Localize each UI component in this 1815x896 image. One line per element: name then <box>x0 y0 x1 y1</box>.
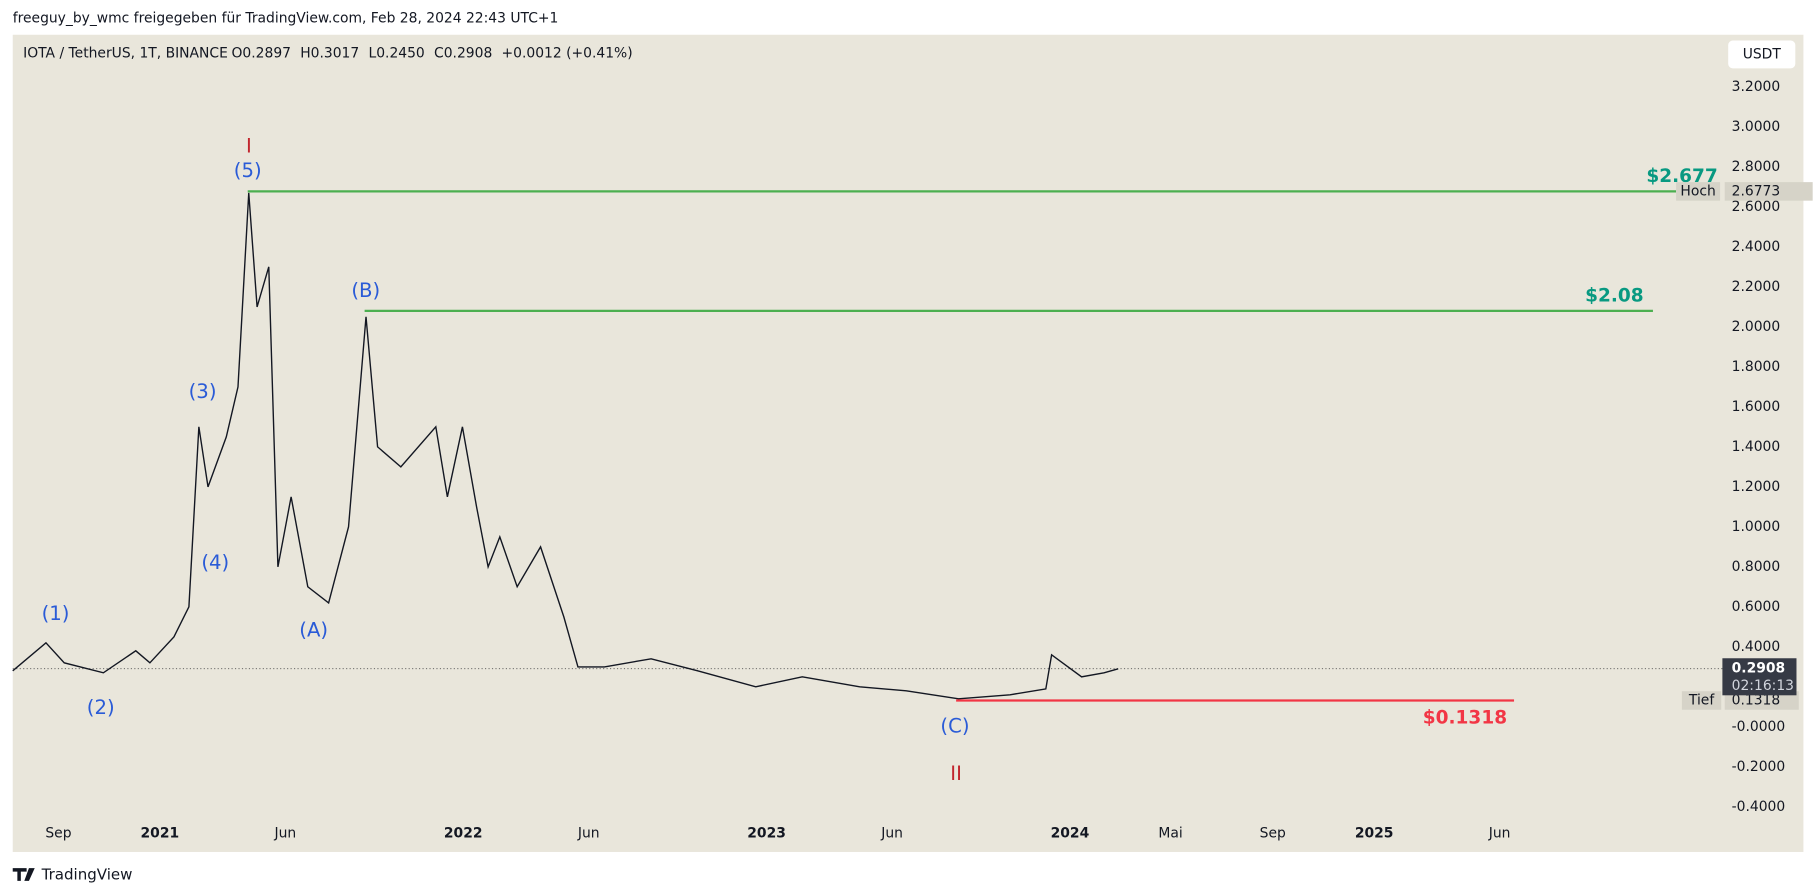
y-tick-label: 0.4000 <box>1732 639 1781 655</box>
x-tick-label: Jun <box>577 825 600 841</box>
ohlc-value: O0.2897 <box>232 45 291 61</box>
y-tick-label: 3.2000 <box>1732 79 1781 95</box>
low-name: Tief <box>1688 692 1715 708</box>
y-tick-label: 1.6000 <box>1732 399 1781 415</box>
y-tick-label: 1.2000 <box>1732 479 1781 495</box>
y-tick-label: 3.0000 <box>1732 119 1781 135</box>
plot-bg <box>12 34 1804 852</box>
currency: USDT <box>1743 46 1782 62</box>
level-label: $2.08 <box>1585 285 1644 306</box>
x-tick-label: Sep <box>1260 825 1286 841</box>
y-tick-label: 0.6000 <box>1732 599 1781 615</box>
last-price-badge <box>1722 658 1797 696</box>
level-label: $0.1318 <box>1423 707 1507 728</box>
x-tick-label: 2022 <box>444 825 483 841</box>
y-tick-label: -0.4000 <box>1732 799 1786 815</box>
y-tick-label: 1.8000 <box>1732 359 1781 375</box>
y-tick-label: 2.4000 <box>1732 239 1781 255</box>
x-tick-label: 2025 <box>1355 825 1394 841</box>
wave-label: (B) <box>351 279 380 302</box>
wave-label: (3) <box>189 380 217 403</box>
y-tick-label: 1.0000 <box>1732 519 1781 535</box>
y-tick-label: -0.2000 <box>1732 759 1786 775</box>
price-line <box>12 192 1119 700</box>
y-tick-label: -0.0000 <box>1732 719 1786 735</box>
wave-label: (1) <box>42 602 70 625</box>
x-tick-label: Mai <box>1158 825 1182 841</box>
symbol: IOTA / TetherUS, 1T, BINANCE <box>23 45 228 61</box>
footer: TradingView <box>41 866 133 884</box>
low-value: 0.1318 <box>1732 692 1781 708</box>
ohlc-value: L0.2450 <box>368 45 424 61</box>
ohlc-value: H0.3017 <box>300 45 359 61</box>
last-price-value: 0.2908 <box>1732 661 1786 677</box>
y-tick-label: 0.8000 <box>1732 559 1781 575</box>
currency-box[interactable] <box>1728 40 1796 69</box>
x-tick-label: Jun <box>274 825 297 841</box>
countdown: 02:16:13 <box>1732 678 1794 694</box>
high-name-badge <box>1676 182 1721 201</box>
wave-label: (C) <box>940 714 969 737</box>
x-tick-label: Jun <box>880 825 903 841</box>
x-tick-label: Jun <box>1488 825 1511 841</box>
ohlc-value: C0.2908 <box>434 45 492 61</box>
logo <box>12 868 35 881</box>
wave-label: (5) <box>234 159 262 182</box>
low-name-badge <box>1681 691 1722 710</box>
level-label: $2.677 <box>1646 166 1717 187</box>
x-tick-label: 2024 <box>1051 825 1090 841</box>
attribution: freeguy_by_wmc freigegeben für TradingVi… <box>13 11 559 27</box>
high-name: Hoch <box>1680 183 1715 199</box>
wave-label: (A) <box>299 618 328 641</box>
wave-label: II <box>950 762 962 785</box>
wave-label: I <box>246 135 252 158</box>
high-badge <box>1724 182 1813 201</box>
y-tick-label: 2.0000 <box>1732 319 1781 335</box>
high-value: 2.6773 <box>1732 183 1781 199</box>
y-tick-label: 2.8000 <box>1732 159 1781 175</box>
y-tick-label: 2.2000 <box>1732 279 1781 295</box>
x-tick-label: 2023 <box>747 825 786 841</box>
wave-label: (2) <box>87 696 115 719</box>
low-badge <box>1724 691 1799 710</box>
y-tick-label: 1.4000 <box>1732 439 1781 455</box>
y-tick-label: 2.6000 <box>1732 199 1781 215</box>
ohlc-value: +0.0012 (+0.41%) <box>502 45 633 61</box>
x-tick-label: 2021 <box>141 825 180 841</box>
x-tick-label: Sep <box>45 825 71 841</box>
wave-label: (4) <box>201 551 229 574</box>
